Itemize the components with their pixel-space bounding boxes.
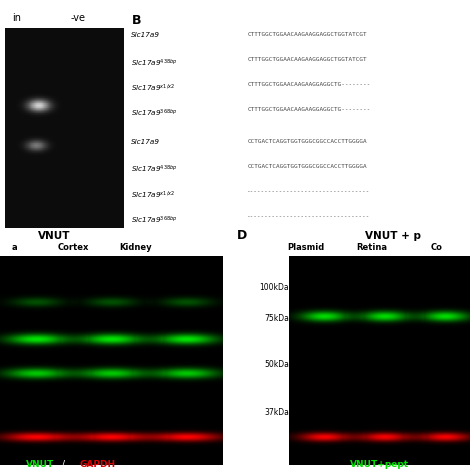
Text: ----------------------------------: ---------------------------------- bbox=[247, 214, 371, 219]
Text: 50kDa: 50kDa bbox=[264, 360, 289, 369]
Text: VNUT+pept: VNUT+pept bbox=[350, 460, 409, 469]
Text: 100kDa: 100kDa bbox=[259, 283, 289, 292]
Text: Slc17a9$^{438bp}$: Slc17a9$^{438bp}$ bbox=[131, 57, 178, 69]
Text: CTTTGGCTGGAACAAGAAGGAGGCTGGTATCGT: CTTTGGCTGGAACAAGAAGGAGGCTGGTATCGT bbox=[247, 32, 367, 37]
Text: VNUT: VNUT bbox=[38, 231, 71, 241]
Text: D: D bbox=[237, 229, 247, 242]
Text: in: in bbox=[12, 13, 21, 23]
Text: Plasmid: Plasmid bbox=[287, 243, 324, 252]
Text: a: a bbox=[11, 243, 17, 252]
Text: Slc17a9$^{x1/x2}$: Slc17a9$^{x1/x2}$ bbox=[131, 82, 176, 93]
Text: Retina: Retina bbox=[356, 243, 388, 252]
Text: CTTTGGCTGGAACAAGAAGGAGGCTG--------: CTTTGGCTGGAACAAGAAGGAGGCTG-------- bbox=[247, 82, 371, 87]
Text: Slc17a9$^{368bp}$: Slc17a9$^{368bp}$ bbox=[131, 214, 178, 226]
Text: B: B bbox=[131, 14, 141, 27]
Text: Cortex: Cortex bbox=[58, 243, 89, 252]
Text: 75kDa: 75kDa bbox=[264, 314, 289, 323]
Text: ----------------------------------: ---------------------------------- bbox=[247, 189, 371, 194]
Text: Kidney: Kidney bbox=[119, 243, 151, 252]
Text: -ve: -ve bbox=[71, 13, 86, 23]
Text: Slc17a9: Slc17a9 bbox=[131, 139, 160, 145]
Text: /: / bbox=[63, 460, 65, 469]
Text: CCTGACTCAGGTGGTGGGCGGCCACCTTGGGGA: CCTGACTCAGGTGGTGGGCGGCCACCTTGGGGA bbox=[247, 139, 367, 144]
Text: VNUT: VNUT bbox=[26, 460, 55, 469]
Text: Slc17a9$^{x1/x2}$: Slc17a9$^{x1/x2}$ bbox=[131, 189, 176, 201]
Text: CTTTGGCTGGAACAAGAAGGAGGCTG--------: CTTTGGCTGGAACAAGAAGGAGGCTG-------- bbox=[247, 107, 371, 112]
Text: Slc17a9$^{438bp}$: Slc17a9$^{438bp}$ bbox=[131, 164, 178, 175]
Text: Slc17a9: Slc17a9 bbox=[131, 32, 160, 38]
Text: Slc17a9$^{368bp}$: Slc17a9$^{368bp}$ bbox=[131, 107, 178, 118]
Text: CCTGACTCAGGTGGTGGGCGGCCACCTTGGGGA: CCTGACTCAGGTGGTGGGCGGCCACCTTGGGGA bbox=[247, 164, 367, 169]
Text: 37kDa: 37kDa bbox=[264, 408, 289, 417]
Text: GAPDH: GAPDH bbox=[79, 460, 115, 469]
Text: CTTTGGCTGGAACAAGAAGGAGGCTGGTATCGT: CTTTGGCTGGAACAAGAAGGAGGCTGGTATCGT bbox=[247, 57, 367, 62]
Text: VNUT + p: VNUT + p bbox=[365, 231, 421, 241]
Text: Co: Co bbox=[430, 243, 442, 252]
